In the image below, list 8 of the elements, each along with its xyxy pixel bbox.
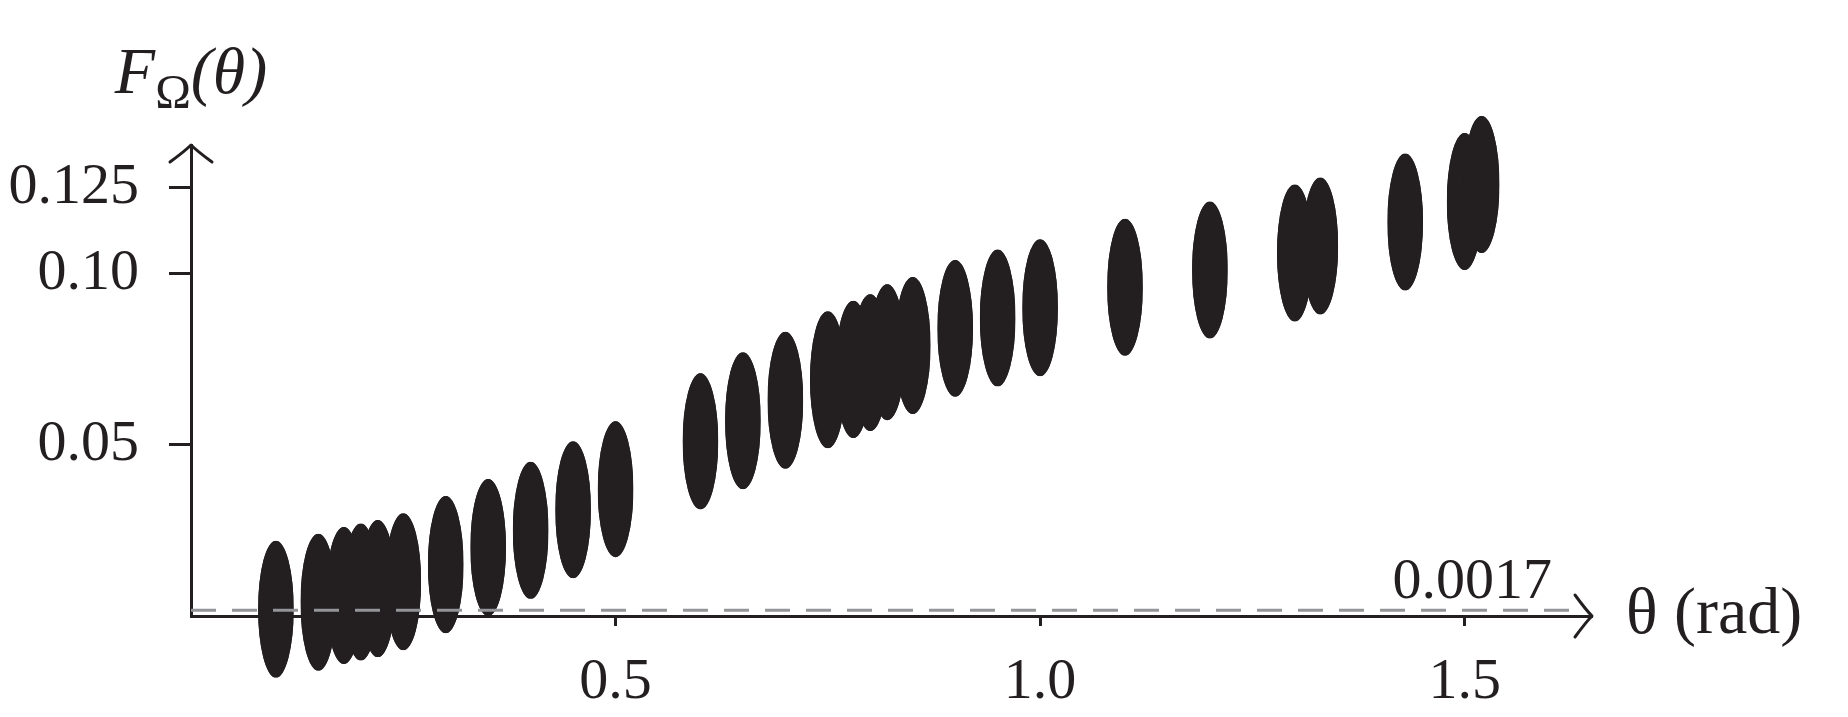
y-tick-label: 0.10 <box>37 236 139 302</box>
x-tick-label: 0.5 <box>579 646 652 712</box>
x-tick-label: 1.5 <box>1428 646 1501 712</box>
y-tick-label: 0.05 <box>37 407 139 473</box>
ref-line-label: 0.0017 <box>1392 546 1552 612</box>
y-tick-label: 0.125 <box>8 151 139 217</box>
x-axis-title: θ (rad) <box>1626 574 1803 649</box>
x-tick-label: 1.0 <box>1003 646 1077 712</box>
